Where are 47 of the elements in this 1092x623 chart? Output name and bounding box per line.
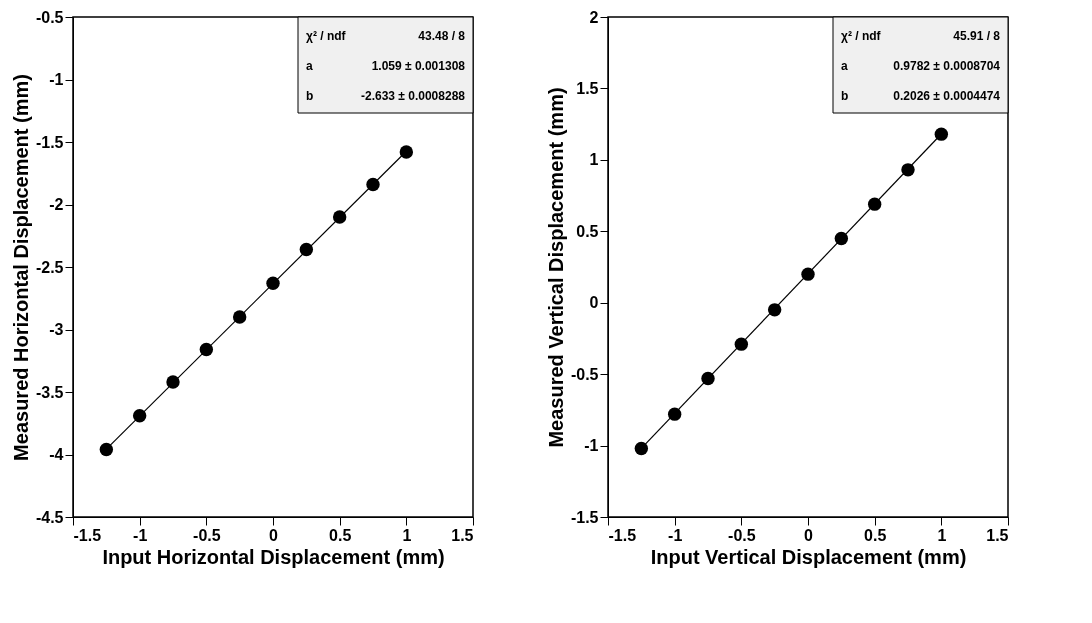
annotation: b [306, 89, 314, 103]
y-tick-label: -1.5 [570, 508, 599, 526]
x-tick-label: 1.5 [986, 526, 1009, 544]
y-tick-label: 1.5 [576, 79, 599, 97]
annotation: -2.633 ± 0.0008288 [360, 89, 466, 103]
x-tick-label: -1 [668, 526, 683, 544]
annotation: χ² / ndf [306, 29, 347, 43]
y-tick-label: -3.5 [35, 383, 64, 401]
x-tick-label: 0 [269, 526, 279, 544]
annotation: 45.91 / 8 [953, 29, 1001, 43]
annotation: 0.9782 ± 0.0008704 [893, 59, 1001, 73]
y-tick-label: -1.5 [35, 133, 64, 151]
x-tick-label: -1 [133, 526, 148, 544]
annotation: 1.059 ± 0.001308 [371, 59, 466, 73]
y-tick-label: -4 [49, 446, 64, 463]
y-tick-label: -0.5 [35, 8, 64, 26]
y-axis-title: Measured Horizontal Displacement (mm) [9, 74, 32, 461]
annotation: 0.2026 ± 0.0004474 [893, 89, 1001, 103]
y-tick-label: -3 [49, 321, 64, 338]
y-tick-label: 2 [589, 8, 599, 26]
y-tick-label: 0 [589, 294, 599, 312]
x-tick-label: 1 [937, 526, 947, 544]
x-tick-label: -0.5 [193, 526, 221, 544]
y-tick-label: -1 [584, 437, 599, 455]
annotation: b [841, 89, 849, 103]
x-tick-label: 1.5 [451, 526, 474, 544]
y-tick-label: -1 [49, 71, 64, 88]
y-tick-label: 0.5 [576, 222, 599, 240]
x-tick-label: -1.5 [73, 526, 102, 544]
x-tick-label: -0.5 [728, 526, 756, 544]
x-tick-label: 0.5 [329, 526, 352, 544]
x-tick-label: -1.5 [608, 526, 637, 544]
x-axis-title: Input Vertical Displacement (mm) [650, 545, 967, 568]
y-tick-label: -4.5 [35, 508, 64, 526]
x-tick-label: 0 [804, 526, 814, 544]
y-tick-label: -0.5 [570, 365, 599, 383]
x-tick-label: 1 [402, 526, 412, 544]
x-axis-title: Input Horizontal Displacement (mm) [102, 545, 445, 568]
annotation: 43.48 / 8 [418, 29, 466, 43]
y-axis-title: Measured Vertical Displacement (mm) [544, 87, 567, 448]
x-tick-label: 0.5 [864, 526, 887, 544]
annotation: a [841, 59, 848, 73]
y-tick-label: -2.5 [35, 258, 64, 276]
annotation: a [306, 59, 313, 73]
annotation: χ² / ndf [841, 29, 882, 43]
y-tick-label: 1 [589, 151, 599, 169]
y-tick-label: -2 [49, 196, 64, 213]
